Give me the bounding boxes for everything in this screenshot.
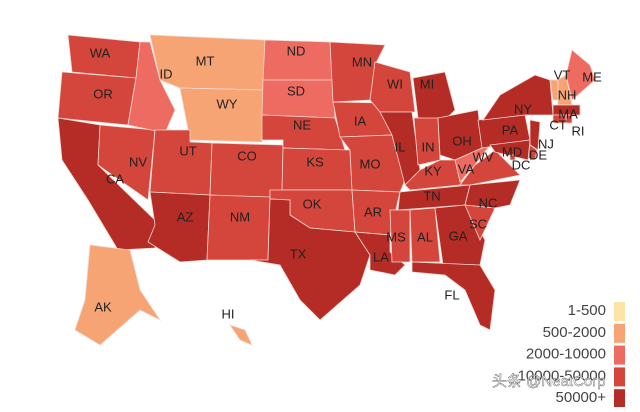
state-shape bbox=[127, 41, 176, 134]
state-label: OK bbox=[303, 196, 322, 211]
state-label: WI bbox=[387, 76, 403, 91]
state-label: VT bbox=[554, 67, 571, 82]
legend-swatch bbox=[614, 302, 625, 321]
legend-swatch bbox=[614, 367, 625, 387]
state-label: VA bbox=[458, 161, 475, 176]
state-shape bbox=[509, 154, 516, 161]
state-label: FL bbox=[444, 287, 459, 302]
state-label: UT bbox=[179, 143, 196, 158]
state-label: IA bbox=[354, 113, 367, 128]
state-label: MN bbox=[352, 54, 372, 69]
state-shape bbox=[529, 119, 541, 151]
state-shape bbox=[179, 87, 264, 143]
state-label: MS bbox=[386, 229, 406, 244]
legend-swatch bbox=[614, 389, 625, 409]
state-shape bbox=[229, 324, 253, 346]
legend-swatch bbox=[614, 323, 625, 343]
legend-label: 50000+ bbox=[556, 389, 607, 406]
state-shape bbox=[97, 124, 156, 201]
state-label: AL bbox=[417, 229, 433, 244]
state-label: WA bbox=[90, 45, 111, 60]
watermark: 头条 @NeatCorp bbox=[492, 373, 606, 390]
legend-label: 1-500 bbox=[568, 302, 606, 319]
state-shape bbox=[489, 139, 531, 161]
state-label: CA bbox=[106, 171, 124, 186]
state-label: CT bbox=[549, 117, 566, 132]
state-label: NV bbox=[129, 154, 147, 169]
state-label: WV bbox=[473, 149, 494, 164]
state-label: GA bbox=[449, 228, 468, 243]
state-label: WY bbox=[217, 96, 238, 111]
state-shape bbox=[354, 231, 406, 276]
legend-label: 10000-50000 bbox=[518, 367, 606, 384]
state-label: ME bbox=[582, 69, 602, 84]
state-label: CO bbox=[237, 148, 257, 163]
state-label: NH bbox=[558, 87, 577, 102]
legend-label: 500-2000 bbox=[543, 324, 606, 341]
state-shape bbox=[464, 179, 521, 209]
state-shape bbox=[565, 114, 573, 124]
state-label: LA bbox=[373, 249, 389, 264]
state-shape bbox=[249, 198, 371, 321]
state-label: NC bbox=[479, 195, 498, 210]
state-label: AR bbox=[364, 204, 382, 219]
state-label: SC bbox=[469, 216, 487, 231]
state-label: MA bbox=[558, 106, 578, 121]
state-label: MT bbox=[196, 53, 215, 68]
state-label: TN bbox=[423, 188, 440, 203]
state-label: KS bbox=[306, 154, 324, 169]
state-label: IN bbox=[422, 139, 435, 154]
state-label: DE bbox=[529, 147, 547, 162]
state-shape bbox=[206, 194, 271, 261]
state-shape bbox=[147, 191, 211, 263]
state-label: MD bbox=[502, 144, 522, 159]
state-shape bbox=[411, 261, 496, 331]
state-label: KY bbox=[424, 163, 442, 178]
state-label: RI bbox=[572, 123, 585, 138]
state-label: SD bbox=[287, 83, 305, 98]
state-label: HI bbox=[222, 306, 235, 321]
state-label: AK bbox=[94, 299, 112, 314]
state-label: NM bbox=[230, 209, 250, 224]
state-label: DC bbox=[512, 157, 531, 172]
state-label: ND bbox=[287, 43, 306, 58]
state-label: NY bbox=[514, 101, 532, 116]
state-label: ID bbox=[160, 66, 173, 81]
legend-label: 2000-10000 bbox=[526, 346, 606, 363]
legend-swatch bbox=[614, 345, 625, 365]
state-label: NE bbox=[293, 117, 311, 132]
state-shape bbox=[412, 71, 456, 121]
state-label: AZ bbox=[177, 209, 194, 224]
state-shape bbox=[565, 49, 596, 101]
state-label: OR bbox=[93, 86, 113, 101]
state-label: MO bbox=[360, 156, 381, 171]
state-label: NJ bbox=[538, 136, 554, 151]
state-shape bbox=[409, 207, 441, 263]
state-label: TX bbox=[290, 246, 307, 261]
state-shape bbox=[454, 144, 492, 183]
state-label: MI bbox=[420, 76, 434, 91]
state-label: OH bbox=[452, 133, 472, 148]
state-shape bbox=[74, 244, 162, 346]
state-label: PA bbox=[502, 122, 519, 137]
state-shape bbox=[552, 104, 581, 116]
state-shape bbox=[389, 209, 411, 263]
state-label: IL bbox=[395, 139, 406, 154]
